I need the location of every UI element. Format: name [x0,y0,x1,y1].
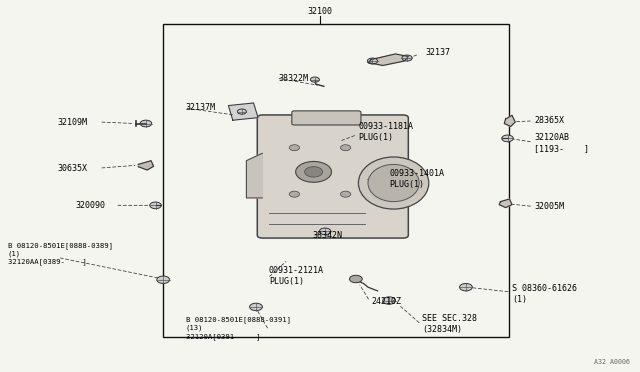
Bar [163,24,509,337]
FancyBboxPatch shape [292,111,361,125]
Polygon shape [504,115,515,126]
Polygon shape [228,103,258,120]
Text: 32120AB
[1193-    ]: 32120AB [1193- ] [534,133,589,153]
Text: 32100: 32100 [307,7,333,16]
Circle shape [340,191,351,197]
Circle shape [460,283,472,291]
Circle shape [319,228,331,235]
Text: 320090: 320090 [76,201,106,210]
Ellipse shape [368,164,419,202]
Text: 24210Z: 24210Z [371,297,401,306]
Circle shape [237,109,246,114]
Circle shape [289,191,300,197]
Circle shape [296,161,332,182]
Circle shape [310,77,319,82]
Polygon shape [138,161,154,170]
Text: 32109M: 32109M [58,118,88,126]
Circle shape [349,275,362,283]
Text: 00933-1181A
PLUG(1): 00933-1181A PLUG(1) [358,122,413,142]
Text: 38342N: 38342N [312,231,342,240]
Ellipse shape [358,157,429,209]
FancyBboxPatch shape [257,115,408,238]
Circle shape [383,297,396,304]
Circle shape [367,58,378,64]
Text: 38322M: 38322M [278,74,308,83]
Circle shape [157,276,170,283]
Text: 00931-2121A
PLUG(1): 00931-2121A PLUG(1) [269,266,324,286]
Circle shape [150,202,161,209]
Text: 30635X: 30635X [58,164,88,173]
Circle shape [502,135,513,142]
Text: S 08360-61626
(1): S 08360-61626 (1) [512,284,577,304]
Circle shape [140,120,152,127]
Circle shape [250,303,262,311]
Text: 32137M: 32137M [186,103,216,112]
Circle shape [402,55,412,61]
Text: 32005M: 32005M [534,202,564,211]
Circle shape [340,145,351,151]
Text: SEE SEC.328
(32834M): SEE SEC.328 (32834M) [422,314,477,334]
Text: B 08120-8501E[0888-0389]
(1)
32120AA[0389-    ]: B 08120-8501E[0888-0389] (1) 32120AA[038… [8,242,113,265]
Text: 00933-1401A
PLUG(1): 00933-1401A PLUG(1) [389,169,444,189]
Text: 28365X: 28365X [534,116,564,125]
Circle shape [305,167,323,177]
Polygon shape [246,153,262,198]
Text: 32137: 32137 [426,48,451,57]
Text: B 08120-8501E[0888-0391]
(13)
32120A[0391-    ]: B 08120-8501E[0888-0391] (13) 32120A[039… [186,317,291,340]
Circle shape [289,145,300,151]
Polygon shape [499,199,512,208]
Text: A32 A0006: A32 A0006 [595,359,630,365]
Polygon shape [368,54,408,65]
